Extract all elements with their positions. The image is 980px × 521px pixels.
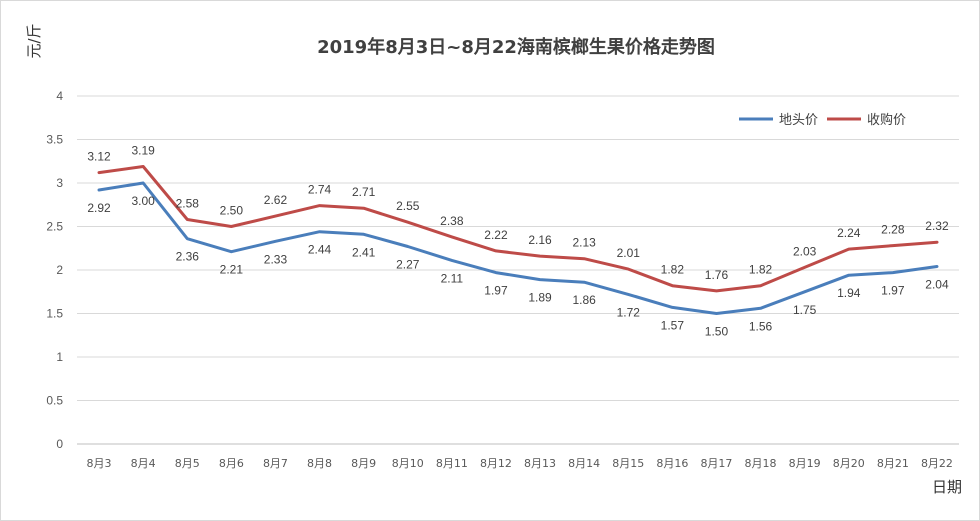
y-tick-label: 3 [56, 176, 63, 190]
y-tick-label: 0 [56, 437, 63, 451]
x-tick-label: 8月20 [833, 457, 865, 470]
data-label: 1.72 [617, 305, 641, 319]
x-tick-label: 8月16 [656, 457, 688, 470]
x-tick-label: 8月15 [612, 457, 644, 470]
x-tick-label: 8月6 [219, 457, 244, 470]
data-label: 1.94 [837, 286, 861, 300]
data-label: 3.00 [131, 194, 155, 208]
series-line-0 [97, 181, 939, 315]
data-label: 2.74 [308, 183, 332, 197]
data-label: 2.44 [308, 243, 332, 257]
data-label: 2.04 [925, 278, 949, 292]
data-label: 1.97 [881, 284, 905, 298]
data-label: 3.19 [131, 143, 155, 157]
data-label: 1.57 [661, 318, 685, 332]
y-axis-ticks: 0 0.5 1 1.5 2 2.5 3 3.5 4 [46, 89, 63, 451]
data-label: 2.36 [176, 250, 200, 264]
data-label: 1.82 [661, 263, 685, 277]
x-tick-label: 8月5 [175, 457, 200, 470]
data-label: 2.24 [837, 226, 861, 240]
data-label: 2.71 [352, 185, 376, 199]
data-label: 2.41 [352, 245, 376, 259]
series-lines [97, 165, 939, 315]
x-tick-label: 8月18 [745, 457, 777, 470]
y-tick-label: 1 [56, 350, 63, 364]
legend-label: 地头价 [779, 113, 818, 128]
data-label: 2.21 [220, 263, 244, 277]
data-label: 1.76 [705, 268, 729, 282]
x-tick-label: 8月17 [700, 457, 732, 470]
x-tick-label: 8月8 [307, 457, 332, 470]
data-label: 2.62 [264, 193, 288, 207]
gridlines [77, 95, 959, 445]
data-label: 1.86 [572, 293, 596, 307]
data-label: 1.82 [749, 263, 773, 277]
x-tick-label: 8月4 [131, 457, 156, 470]
x-tick-label: 8月10 [392, 457, 424, 470]
x-tick-label: 8月12 [480, 457, 512, 470]
data-label: 2.01 [617, 246, 641, 260]
x-tick-label: 8月22 [921, 457, 953, 470]
data-label: 2.22 [484, 228, 508, 242]
y-tick-label: 2.5 [46, 220, 63, 234]
data-label: 2.33 [264, 252, 288, 266]
y-tick-label: 1.5 [46, 307, 63, 321]
data-label: 2.11 [441, 271, 464, 285]
y-axis-title: 元/斤 [25, 23, 43, 58]
x-tick-label: 8月7 [263, 457, 288, 470]
legend-label: 收购价 [867, 112, 906, 128]
y-tick-label: 2 [56, 263, 63, 277]
data-label: 1.97 [484, 284, 508, 298]
data-label: 2.03 [793, 244, 817, 258]
y-tick-label: 4 [56, 89, 63, 103]
data-label: 2.58 [176, 197, 200, 211]
x-axis-ticks: 8月3 8月4 8月5 8月6 8月7 8月8 8月9 8月10 8月11 8月12 8月13 8月1… [87, 457, 953, 470]
data-label: 2.32 [925, 219, 949, 233]
x-tick-label: 8月14 [568, 457, 600, 470]
legend: 地头价 收购价 [739, 112, 906, 128]
data-labels: 2.92 3.00 2.36 2.21 2.33 2.44 2.41 2.27 2.11 1.97… [87, 143, 949, 338]
data-label: 2.92 [87, 201, 111, 215]
y-tick-label: 0.5 [46, 394, 63, 408]
data-label: 2.38 [440, 214, 464, 228]
data-label: 3.12 [87, 150, 111, 164]
series-line-1 [97, 165, 939, 293]
data-label: 2.55 [396, 199, 420, 213]
data-label: 2.27 [396, 258, 420, 272]
data-label: 1.56 [749, 319, 773, 333]
x-tick-label: 8月9 [351, 457, 376, 470]
data-label: 2.13 [572, 236, 596, 250]
x-tick-label: 8月11 [436, 457, 468, 470]
data-label: 1.89 [528, 291, 552, 305]
x-tick-label: 8月21 [877, 457, 909, 470]
data-label: 2.16 [528, 233, 552, 247]
y-tick-label: 3.5 [46, 133, 63, 147]
x-tick-label: 8月19 [789, 457, 821, 470]
data-label: 2.28 [881, 223, 905, 237]
x-tick-label: 8月3 [87, 457, 112, 470]
x-tick-label: 8月13 [524, 457, 556, 470]
data-label: 2.50 [220, 204, 244, 218]
data-label: 1.75 [793, 303, 817, 317]
x-axis-title: 日期 [932, 478, 962, 496]
data-label: 1.50 [705, 325, 729, 339]
chart-title: 2019年8月3日~8月22海南槟榔生果价格走势图 [317, 36, 715, 58]
